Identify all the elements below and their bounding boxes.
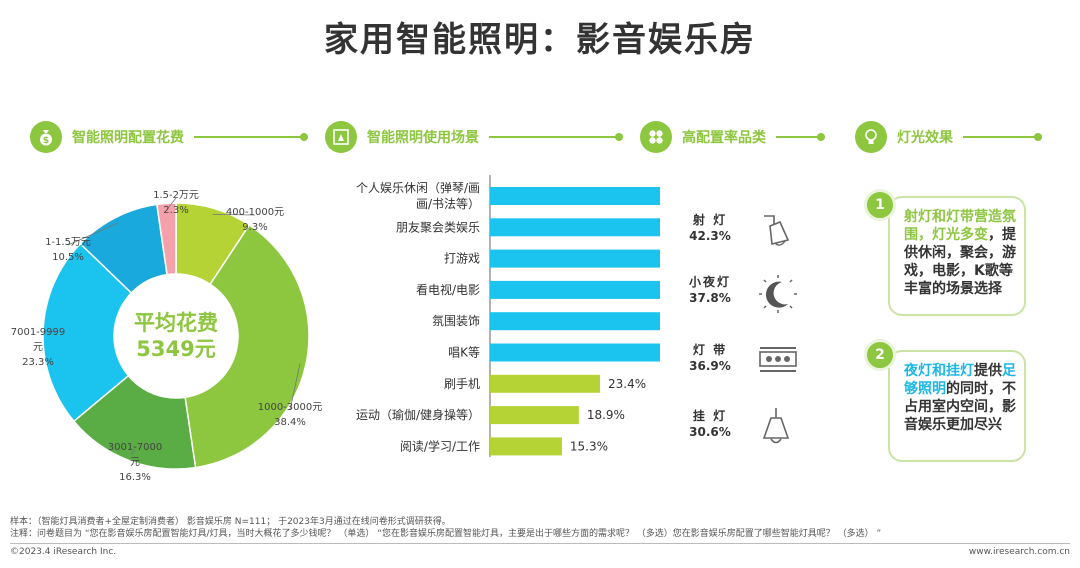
product-spotlight: 射 灯 42.3% <box>680 212 820 252</box>
bar-category-label: 刷手机 <box>444 377 480 391</box>
lightbulb-icon <box>855 121 887 153</box>
bar-category-label: 朋友聚会类娱乐 <box>396 220 480 234</box>
bar-3 <box>490 249 660 268</box>
section-effect-label: 灯光效果 <box>897 130 953 146</box>
leader-line <box>67 222 119 246</box>
section-effect: 灯光效果 <box>855 120 1042 154</box>
bar-1 <box>490 187 660 205</box>
effect-2-text-a: 提供 <box>974 363 1002 379</box>
slice-label-1000-3000: 1000-3000元 38.4% <box>258 402 323 428</box>
bar-category-label: 氛围装饰 <box>432 314 480 328</box>
product-name: 灯 带 <box>692 343 728 357</box>
slice-label-7001-9999: 7001-9999 元 23.3% <box>11 327 66 368</box>
bar-category-label: 运动（瑜伽/健身操等） <box>356 407 480 422</box>
effect-number-2: 2 <box>864 339 896 371</box>
bar-5 <box>490 312 660 331</box>
donut-slice-1.5-2w <box>156 202 177 276</box>
donut-hole <box>116 276 236 396</box>
light-strip-icon <box>759 347 797 372</box>
section-products-label: 高配置率品类 <box>682 130 766 146</box>
section-products: 高配置率品类 <box>640 120 825 154</box>
section-scene: 智能照明使用场景 <box>325 120 623 154</box>
divider <box>963 133 1042 141</box>
spend-donut-chart: 400-1000元 9.3% 1000-3000元 38.4% 3001-7000 元 16… <box>11 190 323 483</box>
section-scene-label: 智能照明使用场景 <box>367 130 479 146</box>
sample-note: 样本：（智能灯具消费者+全屋定制消费者） 影音娱乐房 N=111； 于2023年… <box>10 517 451 527</box>
website-url: www.iresearch.com.cn <box>968 547 1070 557</box>
donut-slice-1000-3000 <box>184 223 310 469</box>
bar-category-label: 阅读/学习/工作 <box>400 438 480 453</box>
slice-label-1-1.5w: 1-1.5万元 10.5% <box>45 237 91 263</box>
footer-divider <box>10 543 1070 544</box>
product-name: 挂 灯 <box>692 409 728 423</box>
bar-category-label: 看电视/电影 <box>416 282 480 297</box>
effect-box-2: 夜灯和挂灯提供足够照明的同时，不占用室内空间，影音娱乐更加尽兴 <box>888 350 1026 462</box>
product-value: 37.8% <box>689 291 731 305</box>
donut-slice-7001-9999 <box>42 242 133 423</box>
bar-value-label: 18.9% <box>587 408 625 422</box>
bar-value-label: 15.3% <box>570 439 608 453</box>
donut-slice-3001-7000 <box>72 374 197 470</box>
product-name: 小夜灯 <box>688 275 731 289</box>
scene-bar-chart: 46.8%个人娱乐休闲（弹琴/画画/书法等）44.1%朋友聚会类娱乐42.3%打… <box>356 175 660 457</box>
leader-line <box>166 197 177 210</box>
product-name: 射 灯 <box>692 213 728 227</box>
bar-category-label: 唱K等 <box>448 346 480 360</box>
bar-8 <box>490 406 579 425</box>
footnotes: 样本：（智能灯具消费者+全屋定制消费者） 影音娱乐房 N=111； 于2023年… <box>10 516 881 540</box>
divider <box>194 133 308 141</box>
leader-line <box>289 363 301 411</box>
copyright: ©2023.4 iResearch Inc. <box>10 547 117 557</box>
slice-label-3001-7000: 3001-7000 元 16.3% <box>108 442 163 483</box>
bar-category-label: 个人娱乐休闲（弹琴/画画/书法等） <box>356 181 480 211</box>
section-spend-label: 智能照明配置花费 <box>72 130 184 146</box>
lamp-scene-icon <box>325 121 357 153</box>
effect-2-highlight-b: 足够照明 <box>904 363 1016 397</box>
product-value: 30.6% <box>689 425 731 439</box>
bar-4 <box>490 280 660 299</box>
pendant-lamp-icon <box>762 408 790 444</box>
effect-box-1: 射灯和灯带营造氛围，灯光多变，提供休闲，聚会，游戏，电影，K歌等丰富的场景选择 <box>888 196 1026 316</box>
section-spend: $ 智能照明配置花费 <box>30 120 308 154</box>
money-bag-icon: $ <box>30 121 62 153</box>
product-light-strip: 灯 带 36.9% <box>680 342 820 382</box>
grid-icon <box>640 121 672 153</box>
effect-number-1: 1 <box>864 189 896 221</box>
effect-2-text-b: 的同时，不占用室内空间，影音娱乐更加尽兴 <box>904 381 1016 433</box>
bar-2 <box>490 218 660 237</box>
bar-7 <box>490 374 600 393</box>
product-pendant-lamp: 挂 灯 30.6% <box>680 408 820 448</box>
slice-label-400-1000: 400-1000元 9.3% <box>226 207 284 233</box>
bar-6 <box>490 343 660 362</box>
center-label-line1: 平均花费 <box>134 311 218 335</box>
leader-line <box>212 213 256 216</box>
leader-line <box>130 449 136 455</box>
moon-icon <box>759 275 797 313</box>
svg-text:$: $ <box>43 136 49 146</box>
center-label-line2: 5349元 <box>136 337 215 361</box>
bar-category-label: 打游戏 <box>444 252 480 266</box>
bar-value-label: 23.4% <box>608 377 646 391</box>
divider <box>489 133 623 141</box>
remark-note: 注释：问卷题目为 “您在影音娱乐房配置智能灯具/灯具，当时大概花了多少钱呢？ （… <box>10 529 882 539</box>
divider <box>776 133 825 141</box>
effect-2-highlight-a: 夜灯和挂灯 <box>904 363 974 379</box>
effect-1-text: ，提供休闲，聚会，游戏，电影，K歌等丰富的场景选择 <box>904 227 1016 297</box>
effect-1-highlight: 射灯和灯带营造氛围，灯光多变 <box>904 209 1016 243</box>
slice-label-1.5-2w: 1.5-2万元 2.3% <box>153 190 199 216</box>
product-night-light: 小夜灯 37.8% <box>680 274 820 314</box>
bar-9 <box>490 437 562 456</box>
product-value: 42.3% <box>689 229 731 243</box>
page-title: 家用智能照明：影音娱乐房 <box>324 20 756 60</box>
product-value: 36.9% <box>689 359 731 373</box>
spotlight-icon <box>764 215 790 246</box>
